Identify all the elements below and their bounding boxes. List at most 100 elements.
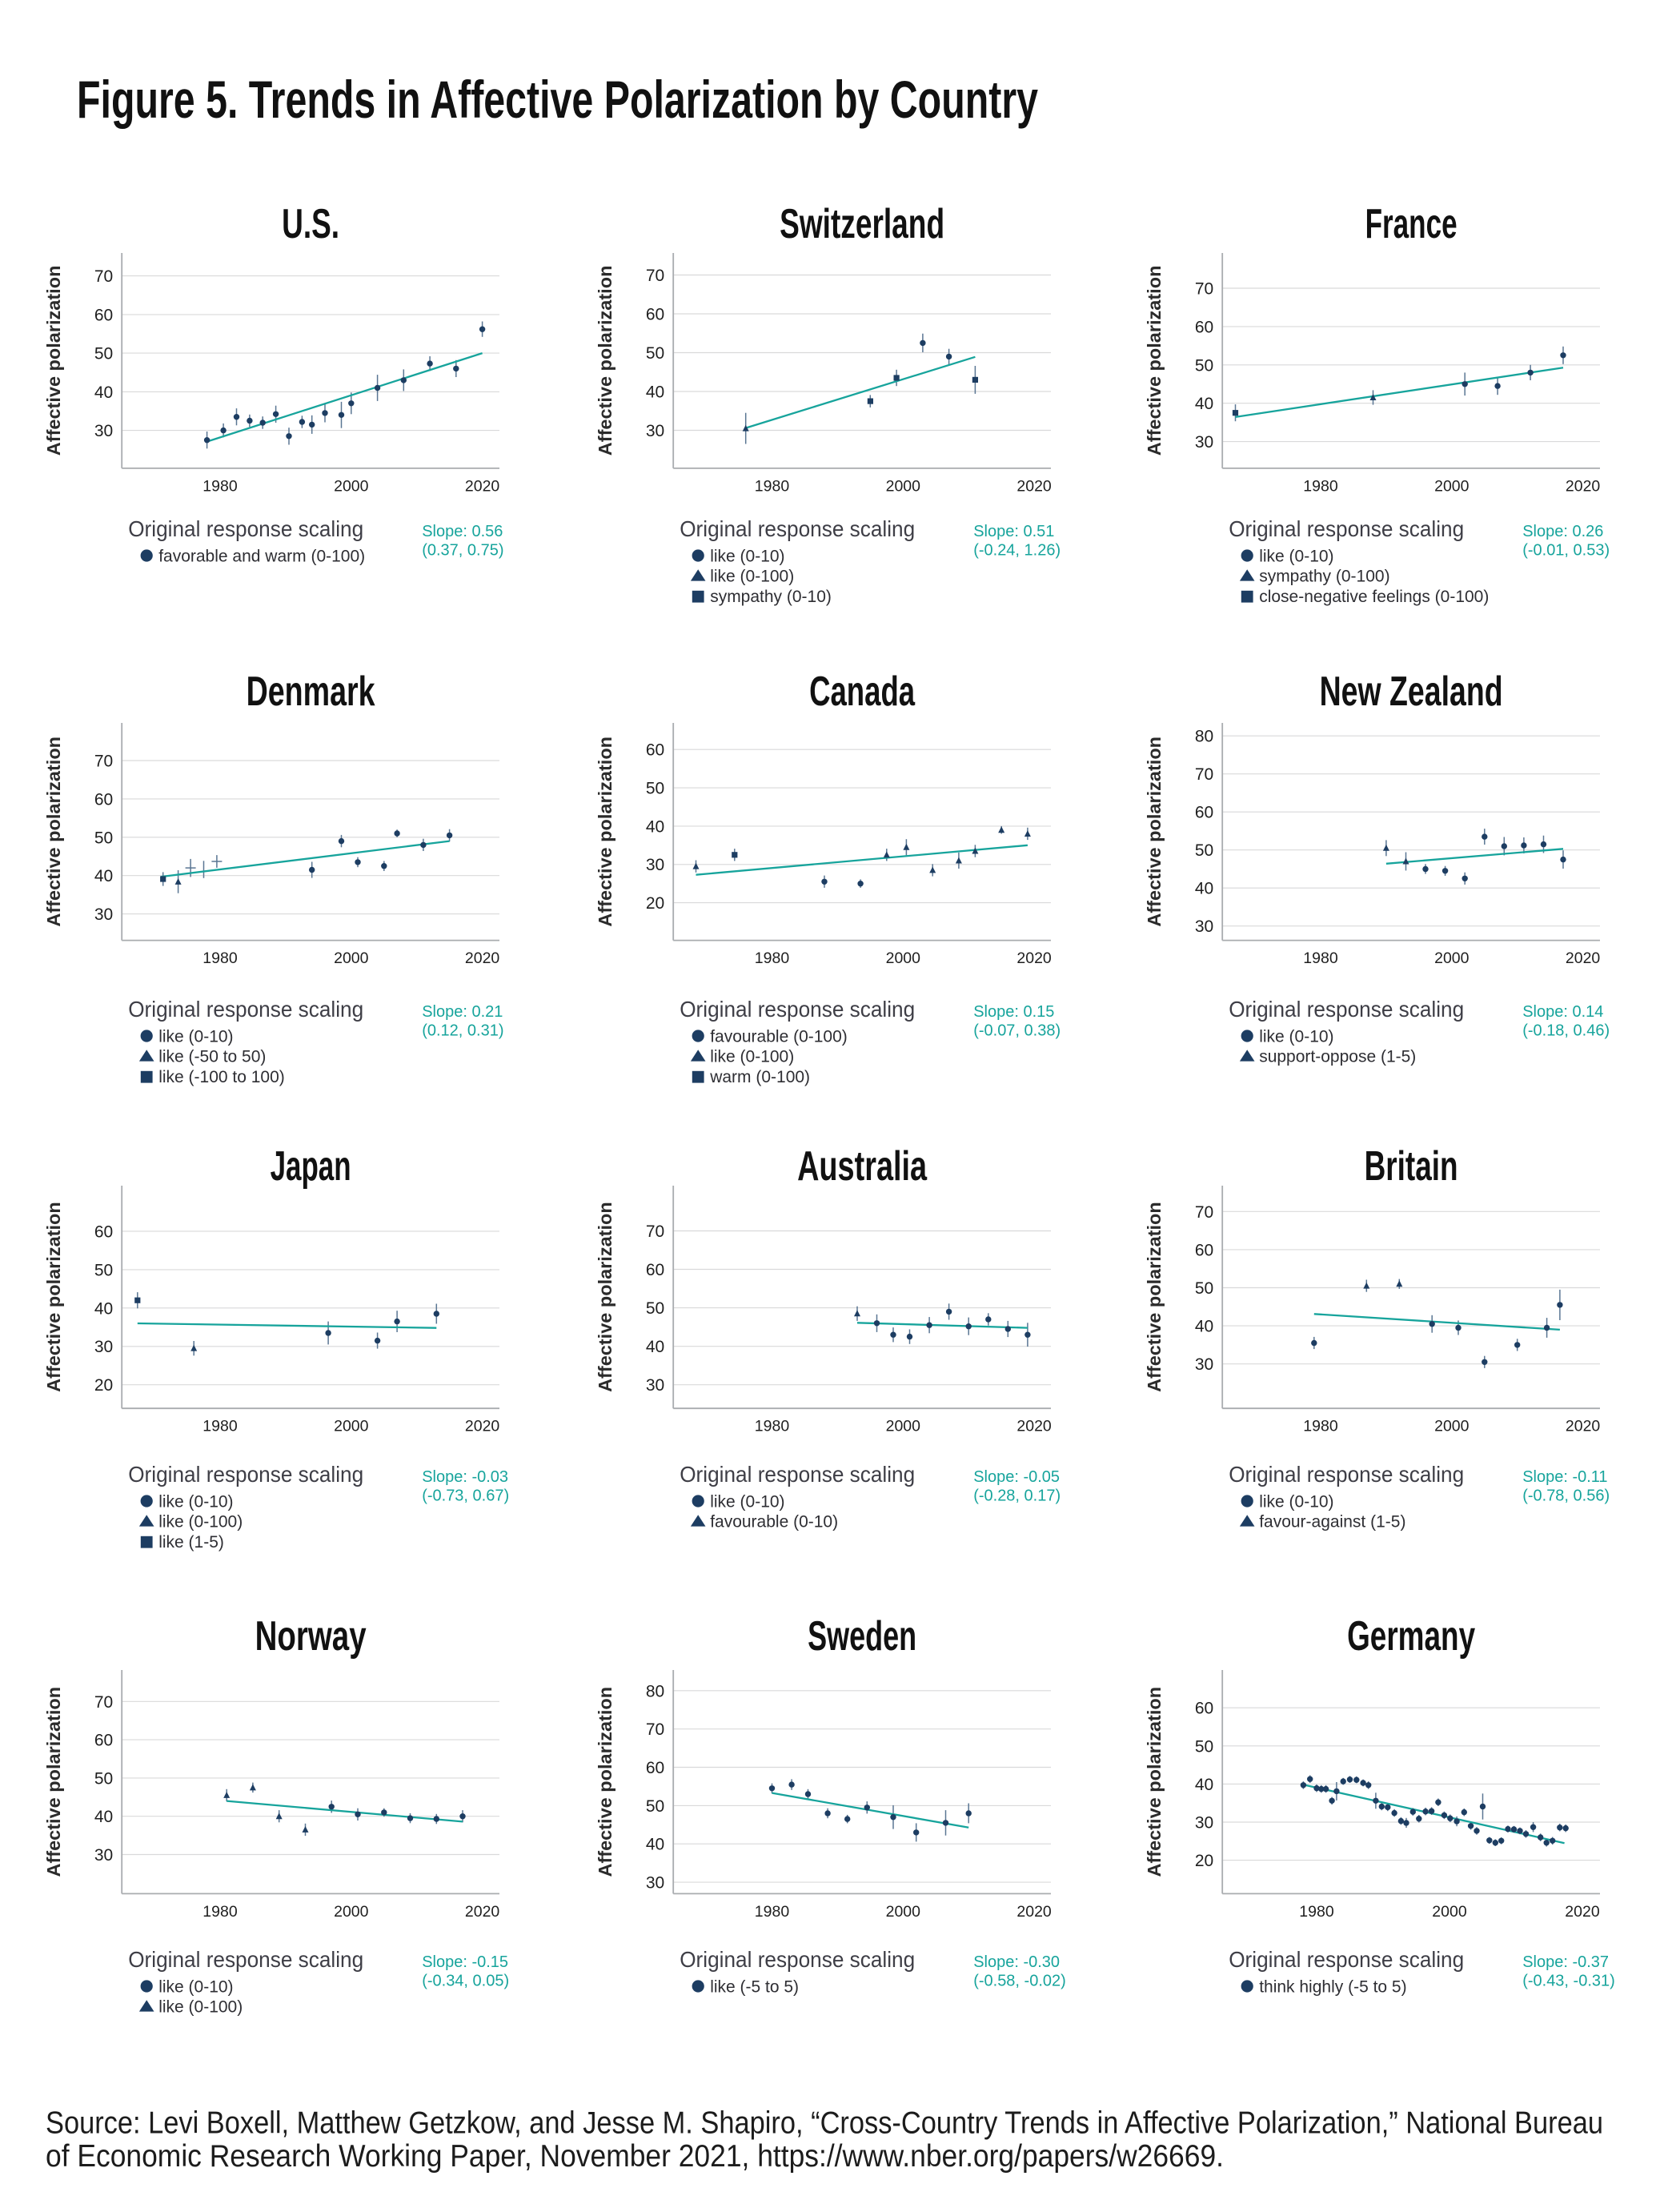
svg-text:40: 40 [646,1338,664,1356]
svg-text:Slope: 0.51: Slope: 0.51 [973,523,1054,540]
svg-text:40: 40 [646,817,664,836]
svg-text:Original response scaling: Original response scaling [128,1462,363,1487]
svg-text:Slope: -0.03: Slope: -0.03 [422,1468,508,1486]
svg-text:Original response scaling: Original response scaling [1229,1947,1464,1972]
svg-text:2000: 2000 [1434,1418,1470,1435]
svg-text:(-0.73, 0.67): (-0.73, 0.67) [422,1487,509,1505]
svg-text:Affective polarization: Affective polarization [43,266,64,456]
svg-text:70: 70 [94,1693,113,1712]
svg-text:Affective polarization: Affective polarization [1144,737,1165,927]
svg-text:60: 60 [1195,1241,1213,1259]
svg-text:60: 60 [94,1732,113,1750]
svg-text:70: 70 [94,267,113,286]
svg-text:Britain: Britain [1365,1143,1458,1190]
svg-text:2020: 2020 [1016,1418,1052,1435]
svg-text:1980: 1980 [202,1418,238,1435]
svg-text:(-0.34, 0.05): (-0.34, 0.05) [422,1973,509,1990]
svg-text:(-0.07, 0.38): (-0.07, 0.38) [973,1022,1061,1040]
svg-text:70: 70 [646,1222,664,1241]
svg-text:70: 70 [1195,280,1213,299]
svg-text:2020: 2020 [1016,477,1052,495]
svg-text:Affective polarization: Affective polarization [595,266,615,456]
svg-text:like (0-100): like (0-100) [158,1998,243,2017]
svg-text:favour-against (1-5): favour-against (1-5) [1259,1513,1405,1532]
svg-text:30: 30 [646,422,664,440]
svg-text:(-0.24, 1.26): (-0.24, 1.26) [973,542,1061,560]
svg-text:Source: Levi Boxell, Matthew G: Source: Levi Boxell, Matthew Getzkow, an… [46,2106,1603,2141]
svg-text:favourable (0-10): favourable (0-10) [710,1513,838,1532]
svg-text:50: 50 [646,780,664,798]
svg-text:(0.37, 0.75): (0.37, 0.75) [422,542,503,560]
svg-text:like (0-10): like (0-10) [1259,1492,1333,1511]
svg-text:1980: 1980 [755,949,790,967]
svg-text:50: 50 [646,344,664,363]
svg-text:30: 30 [646,1376,664,1395]
svg-text:Japan: Japan [271,1143,351,1190]
svg-text:(0.12, 0.31): (0.12, 0.31) [422,1022,503,1040]
svg-text:Original response scaling: Original response scaling [1229,1462,1464,1487]
svg-text:60: 60 [1195,1700,1213,1718]
svg-text:40: 40 [1195,1776,1213,1794]
svg-text:50: 50 [646,1299,664,1318]
svg-text:Denmark: Denmark [247,668,375,715]
svg-text:2000: 2000 [334,949,369,967]
svg-text:Original response scaling: Original response scaling [680,1462,915,1487]
svg-text:2020: 2020 [1016,949,1052,967]
svg-text:Affective polarization: Affective polarization [43,1202,64,1392]
svg-text:50: 50 [94,1261,113,1279]
svg-text:like (0-10): like (0-10) [158,1492,233,1511]
svg-text:(-0.18, 0.46): (-0.18, 0.46) [1522,1022,1610,1040]
svg-text:2020: 2020 [1566,949,1601,967]
svg-text:40: 40 [94,1808,113,1826]
svg-text:20: 20 [646,894,664,913]
svg-text:France: France [1365,201,1457,247]
svg-text:80: 80 [646,1682,664,1700]
svg-text:30: 30 [94,1338,113,1356]
svg-text:like (0-10): like (0-10) [1259,1027,1333,1046]
svg-text:Affective polarization: Affective polarization [43,1687,64,1877]
svg-text:Original response scaling: Original response scaling [128,1947,363,1972]
svg-text:2020: 2020 [1565,1903,1600,1921]
svg-text:favorable and warm (0-100): favorable and warm (0-100) [158,547,365,565]
svg-text:like (-100 to 100): like (-100 to 100) [158,1068,285,1086]
svg-text:1980: 1980 [1303,1418,1338,1435]
svg-text:Affective polarization: Affective polarization [1144,1202,1165,1392]
svg-text:40: 40 [94,1299,113,1318]
svg-text:30: 30 [646,856,664,874]
svg-text:1980: 1980 [755,1418,790,1435]
svg-text:2000: 2000 [1434,477,1470,495]
svg-text:1980: 1980 [1303,949,1338,967]
svg-text:2020: 2020 [465,949,500,967]
svg-text:1980: 1980 [755,1903,790,1921]
svg-text:1980: 1980 [1303,477,1338,495]
svg-text:50: 50 [1195,1737,1213,1756]
svg-text:1980: 1980 [202,949,238,967]
svg-text:Germany: Germany [1347,1613,1475,1660]
svg-text:50: 50 [94,829,113,847]
svg-text:1980: 1980 [755,477,790,495]
svg-text:favourable (0-100): favourable (0-100) [710,1027,848,1046]
svg-text:Slope: -0.15: Slope: -0.15 [422,1953,508,1971]
svg-text:40: 40 [1195,880,1213,898]
svg-text:1980: 1980 [1299,1903,1334,1921]
svg-text:40: 40 [94,867,113,885]
svg-text:30: 30 [1195,917,1213,936]
svg-text:40: 40 [1195,395,1213,413]
svg-text:2020: 2020 [1566,477,1601,495]
svg-text:Switzerland: Switzerland [780,201,944,247]
svg-text:70: 70 [1195,765,1213,784]
svg-text:50: 50 [1195,841,1213,860]
svg-text:Slope: -0.30: Slope: -0.30 [973,1953,1060,1971]
svg-text:Slope: 0.14: Slope: 0.14 [1522,1003,1603,1021]
svg-text:2020: 2020 [465,477,500,495]
svg-text:Original response scaling: Original response scaling [128,516,363,541]
svg-text:sympathy (0-10): sympathy (0-10) [710,588,832,606]
svg-text:2020: 2020 [465,1903,500,1921]
svg-text:20: 20 [94,1376,113,1395]
svg-text:like (0-10): like (0-10) [158,1027,233,1046]
svg-text:50: 50 [646,1797,664,1816]
svg-text:2000: 2000 [334,1418,369,1435]
svg-text:1980: 1980 [202,1903,238,1921]
svg-text:Original response scaling: Original response scaling [1229,516,1464,541]
svg-text:50: 50 [1195,1279,1213,1298]
